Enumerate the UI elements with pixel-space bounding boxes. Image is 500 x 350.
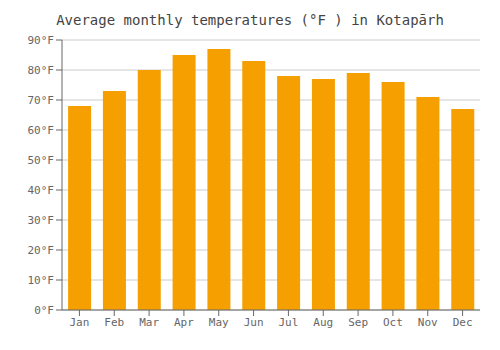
svg-text:50°F: 50°F — [28, 154, 55, 167]
svg-text:Aug: Aug — [313, 316, 333, 329]
svg-text:Dec: Dec — [453, 316, 473, 329]
svg-text:Nov: Nov — [418, 316, 438, 329]
svg-text:Jun: Jun — [244, 316, 264, 329]
svg-text:Jul: Jul — [278, 316, 298, 329]
svg-text:Mar: Mar — [139, 316, 159, 329]
svg-text:60°F: 60°F — [28, 124, 55, 137]
svg-text:Sep: Sep — [348, 316, 368, 329]
svg-text:Oct: Oct — [383, 316, 403, 329]
svg-text:70°F: 70°F — [28, 94, 55, 107]
html-text:Average monthly temperatures (: Average monthly temperatures (°F ) in Ko… — [56, 12, 444, 28]
svg-text:10°F: 10°F — [28, 274, 55, 287]
svg-text:0°F: 0°F — [34, 304, 54, 317]
svg-text:Jan: Jan — [69, 316, 89, 329]
svg-text:90°F: 90°F — [28, 34, 55, 47]
svg-text:80°F: 80°F — [28, 64, 55, 77]
svg-text:40°F: 40°F — [28, 184, 55, 197]
svg-text:Feb: Feb — [104, 316, 124, 329]
svg-text:30°F: 30°F — [28, 214, 55, 227]
svg-text:May: May — [209, 316, 229, 329]
svg-text:Apr: Apr — [174, 316, 194, 329]
svg-text:20°F: 20°F — [28, 244, 55, 257]
